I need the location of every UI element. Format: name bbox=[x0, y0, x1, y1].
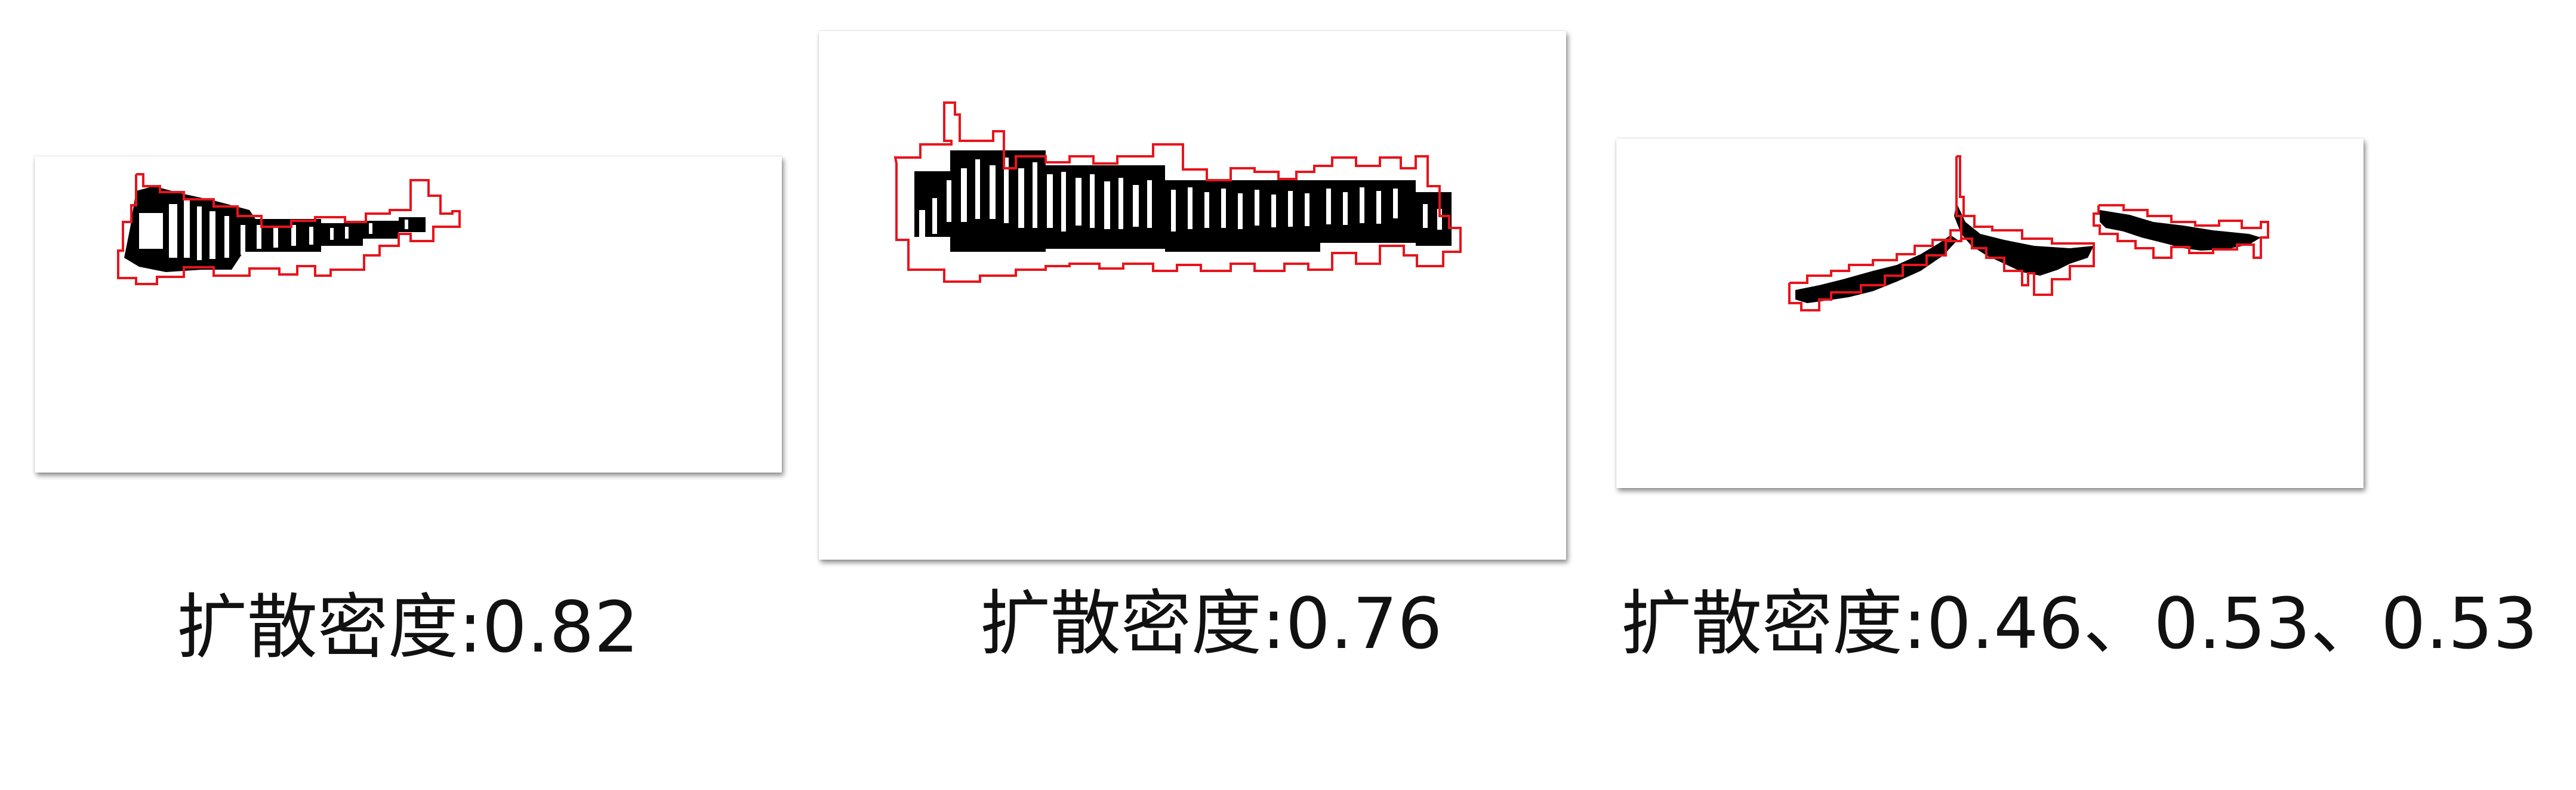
panel-3-region-plot bbox=[1788, 155, 2269, 311]
panel-3 bbox=[1616, 138, 2364, 488]
panel-1-region-plot bbox=[117, 173, 461, 285]
panel-3-pixel-blobs bbox=[1795, 203, 2261, 303]
panel-2-boundary bbox=[893, 101, 1462, 283]
panel-2-caption: 扩散密度:0.76 bbox=[980, 582, 1443, 665]
panel-2-region-plot bbox=[893, 101, 1462, 283]
panel-2 bbox=[819, 31, 1566, 560]
panel-3-boundaries bbox=[1788, 155, 2269, 311]
panel-3-caption: 扩散密度:0.46、0.53、0.53 bbox=[1621, 582, 2538, 665]
panel-1 bbox=[35, 156, 782, 473]
panel-1-boundary bbox=[117, 173, 461, 285]
panel-1-caption: 扩散密度:0.82 bbox=[177, 586, 639, 668]
panel-2-pixel-texture bbox=[919, 158, 1442, 237]
panel-1-pixel-texture bbox=[139, 198, 408, 260]
